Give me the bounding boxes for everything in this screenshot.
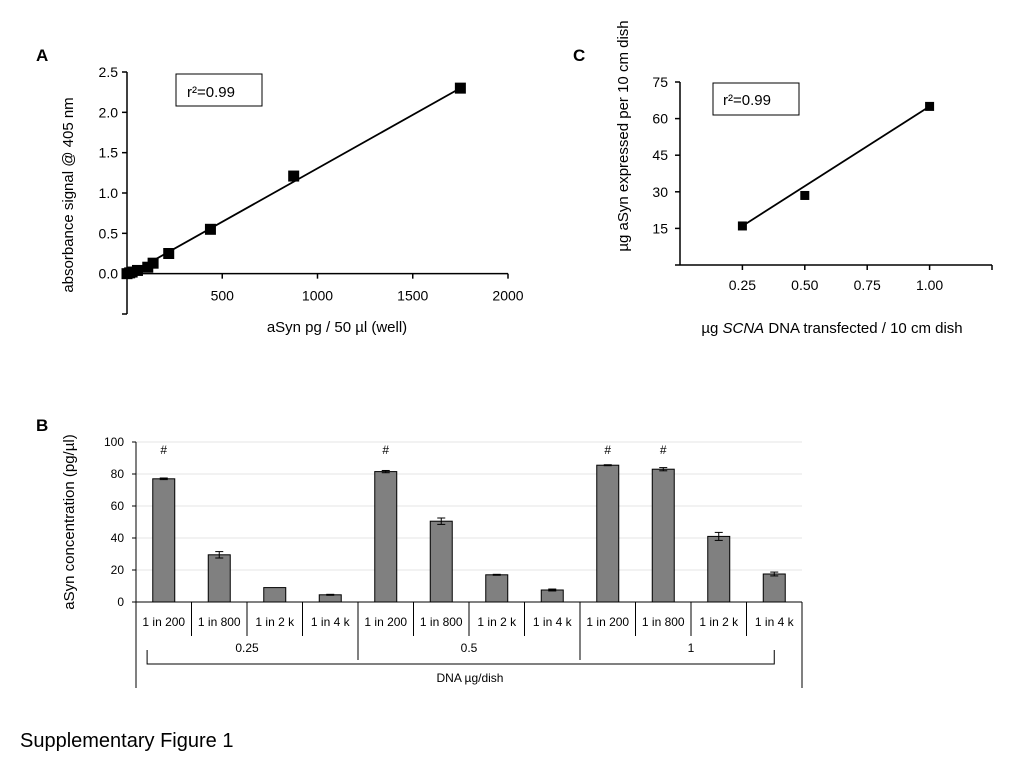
panel-c-x-tick-label: 0.25 — [729, 277, 756, 293]
panel-b-category-label: 1 in 800 — [420, 615, 463, 629]
panel-a-y-tick-label: 2.0 — [99, 104, 119, 120]
panel-a-ylabel: absorbance signal @ 405 nm — [60, 97, 77, 292]
panel-c-y-tick-label: 75 — [652, 74, 668, 90]
panel-b-ylabel: aSyn concentration (pg/µl) — [61, 434, 78, 609]
panel-a-x-tick-label: 500 — [211, 288, 235, 304]
panel-a-data-point — [454, 82, 466, 94]
panel-b-bar — [152, 478, 176, 603]
panel-b-bar — [707, 535, 731, 603]
panel-a: A 0.0 0.5 1.0 1.5 2.0 2.5 500 1000 1500 2000 r²=0… — [36, 46, 524, 336]
panel-c-xlabel: µg SCNA DNA transfected / 10 cm dish — [701, 320, 962, 337]
panel-a-y-tick-label: 0.5 — [99, 225, 119, 241]
panel-b-marks: # # # # — [152, 443, 786, 603]
panel-a-x-tick-label: 2000 — [492, 288, 523, 304]
panel-b-significance-mark: # — [604, 443, 611, 457]
panel-b-bar — [485, 574, 509, 603]
panel-c-y-tick-label: 60 — [652, 111, 668, 127]
panel-b-category-label: 1 in 2 k — [255, 615, 295, 629]
panel-b-category-label: 1 in 2 k — [477, 615, 517, 629]
panel-a-fit-line — [126, 87, 461, 277]
panel-b-axes: 0 20 40 60 80 100 1 in 200 1 in 800 1 in 2 k 1 in… — [104, 435, 803, 688]
panel-b-category-label: 1 in 200 — [586, 615, 629, 629]
panel-b-y-tick-label: 40 — [111, 531, 125, 545]
panel-c: C 15 30 45 60 75 0.25 0.50 0.75 1.00 r²=0.99 µg … — [573, 20, 993, 337]
panel-c-annotation-box — [712, 82, 800, 116]
panel-b-letter: B — [36, 416, 48, 435]
panel-b-bar — [207, 554, 231, 603]
panel-b-category-label: 1 in 200 — [364, 615, 407, 629]
panel-b-y-tick-label: 80 — [111, 467, 125, 481]
panel-a-annotation: r²=0.99 — [187, 84, 235, 101]
panel-b-category-label: 1 in 4 k — [755, 615, 795, 629]
panel-a-data-point — [288, 170, 300, 182]
panel-c-y-tick-label: 30 — [652, 184, 668, 200]
panel-b-significance-mark: # — [160, 443, 167, 457]
panel-b-category-label: 1 in 200 — [142, 615, 185, 629]
panel-b-gridlines — [136, 441, 802, 571]
panel-a-xlabel: aSyn pg / 50 µl (well) — [267, 319, 407, 336]
panel-c-data-point — [925, 101, 935, 111]
panel-b-group-label: 1 — [688, 641, 695, 655]
panel-b-group-axis-label: DNA µg/dish — [437, 671, 504, 685]
panel-c-y-tick-label: 45 — [652, 147, 668, 163]
panel-b-bar — [651, 468, 675, 603]
panel-b-group-label: 0.25 — [235, 641, 259, 655]
panel-b: B 0 20 40 60 80 100 1 in 200 1 in 800 1 in 2 k 1 … — [36, 416, 803, 688]
panel-b-category-label: 1 in 2 k — [699, 615, 739, 629]
panel-a-x-tick-label: 1000 — [302, 288, 333, 304]
panel-c-letter: C — [573, 46, 585, 65]
panel-b-group-bracket — [146, 650, 775, 665]
panel-a-data-point — [147, 257, 159, 269]
panel-b-bar — [374, 471, 398, 603]
panel-b-bar — [596, 464, 620, 603]
panel-c-x-tick-label: 1.00 — [916, 277, 943, 293]
panel-a-y-tick-label: 1.5 — [99, 145, 119, 161]
panel-a-data-point — [204, 223, 216, 235]
panel-a-y-tick-label: 2.5 — [99, 64, 119, 80]
panel-a-x-tick-label: 1500 — [397, 288, 428, 304]
panel-b-significance-mark: # — [660, 443, 667, 457]
panel-a-marks — [121, 82, 466, 280]
panel-a-y-tick-label: 0.0 — [99, 266, 119, 282]
panel-b-y-tick-label: 60 — [111, 499, 125, 513]
panel-c-ylabel: µg aSyn expressed per 10 cm dish — [615, 20, 632, 251]
panel-c-axes: 15 30 45 60 75 0.25 0.50 0.75 1.00 — [652, 74, 993, 293]
figure-caption: Supplementary Figure 1 — [20, 730, 234, 752]
panel-a-y-tick-label: 1.0 — [99, 185, 119, 201]
panel-c-marks — [737, 101, 935, 231]
panel-c-annotation: r²=0.99 — [723, 92, 771, 109]
panel-b-bar — [318, 594, 342, 603]
panel-b-y-tick-label: 0 — [117, 595, 124, 609]
panel-b-category-label: 1 in 4 k — [311, 615, 351, 629]
panel-c-x-tick-label: 0.50 — [791, 277, 818, 293]
panel-b-bar — [429, 520, 453, 603]
panel-b-category-label: 1 in 4 k — [533, 615, 573, 629]
panel-a-data-point — [163, 248, 175, 259]
panel-b-group-label: 0.5 — [461, 641, 478, 655]
panel-c-data-point — [800, 190, 810, 200]
panel-b-category-label: 1 in 800 — [198, 615, 241, 629]
panel-a-data-point — [131, 264, 143, 276]
panel-b-y-tick-label: 20 — [111, 563, 125, 577]
panel-c-data-point — [737, 221, 747, 231]
panel-a-annotation-box — [175, 73, 263, 107]
panel-b-significance-mark: # — [382, 443, 389, 457]
panel-b-bar — [540, 589, 564, 603]
panel-b-bar — [762, 573, 786, 603]
panel-a-axes: 0.0 0.5 1.0 1.5 2.0 2.5 500 1000 1500 2000 — [99, 64, 524, 315]
panel-b-bar — [263, 587, 287, 603]
panel-b-category-label: 1 in 800 — [642, 615, 685, 629]
panel-c-y-tick-label: 15 — [652, 220, 668, 236]
panel-c-fit-line — [741, 105, 931, 227]
panel-c-x-tick-label: 0.75 — [854, 277, 881, 293]
panel-b-y-tick-label: 100 — [104, 435, 124, 449]
panel-a-letter: A — [36, 46, 48, 65]
